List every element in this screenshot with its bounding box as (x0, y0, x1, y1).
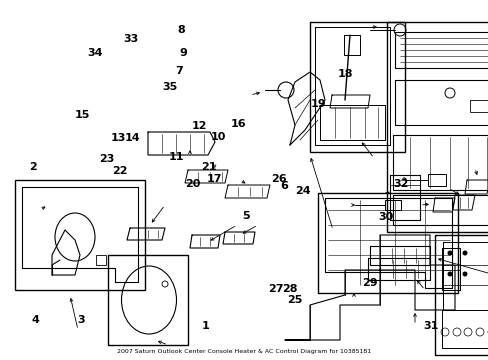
Text: 30: 30 (378, 212, 393, 222)
Bar (469, 100, 488, 112)
Text: 21: 21 (201, 162, 217, 172)
Text: 33: 33 (123, 34, 139, 44)
Text: 34: 34 (87, 48, 103, 58)
Bar (96, 255, 106, 265)
Bar (317, 193, 457, 293)
Text: 29: 29 (361, 278, 377, 288)
Text: 28: 28 (282, 284, 297, 294)
Circle shape (462, 271, 467, 276)
Text: 19: 19 (310, 99, 326, 109)
Text: 23: 23 (99, 154, 114, 164)
Text: 2: 2 (29, 162, 37, 172)
Text: 27: 27 (267, 284, 283, 294)
Bar (15, 180, 145, 290)
Text: 35: 35 (162, 82, 178, 92)
Text: 18: 18 (337, 69, 353, 79)
Text: 22: 22 (112, 166, 127, 176)
Text: 4: 4 (32, 315, 40, 325)
Bar (384, 200, 400, 210)
Bar (108, 255, 187, 345)
Text: 32: 32 (392, 179, 408, 189)
Text: 11: 11 (168, 152, 183, 162)
Text: 2007 Saturn Outlook Center Console Heater & AC Control Diagram for 10385181: 2007 Saturn Outlook Center Console Heate… (117, 350, 370, 355)
Text: 8: 8 (177, 24, 184, 35)
Text: 15: 15 (74, 110, 90, 120)
Circle shape (447, 251, 451, 256)
Circle shape (462, 251, 467, 256)
Text: 26: 26 (270, 174, 286, 184)
Text: 6: 6 (280, 181, 288, 192)
Text: 24: 24 (295, 186, 310, 196)
Bar (309, 22, 404, 152)
Circle shape (447, 271, 451, 276)
Text: 20: 20 (185, 179, 201, 189)
Bar (434, 235, 488, 355)
Text: 1: 1 (201, 321, 209, 331)
Text: 9: 9 (179, 48, 187, 58)
Text: 7: 7 (175, 66, 183, 76)
Text: 16: 16 (230, 119, 246, 129)
Text: 14: 14 (124, 132, 140, 143)
Text: 31: 31 (423, 321, 438, 331)
Text: 3: 3 (77, 315, 84, 325)
Text: 17: 17 (206, 174, 222, 184)
Text: 25: 25 (286, 294, 302, 305)
Text: 10: 10 (210, 132, 226, 142)
Text: 13: 13 (111, 132, 126, 143)
Text: 5: 5 (242, 211, 249, 221)
Text: 12: 12 (191, 121, 207, 131)
Bar (386, 22, 488, 232)
Bar (427, 174, 445, 186)
